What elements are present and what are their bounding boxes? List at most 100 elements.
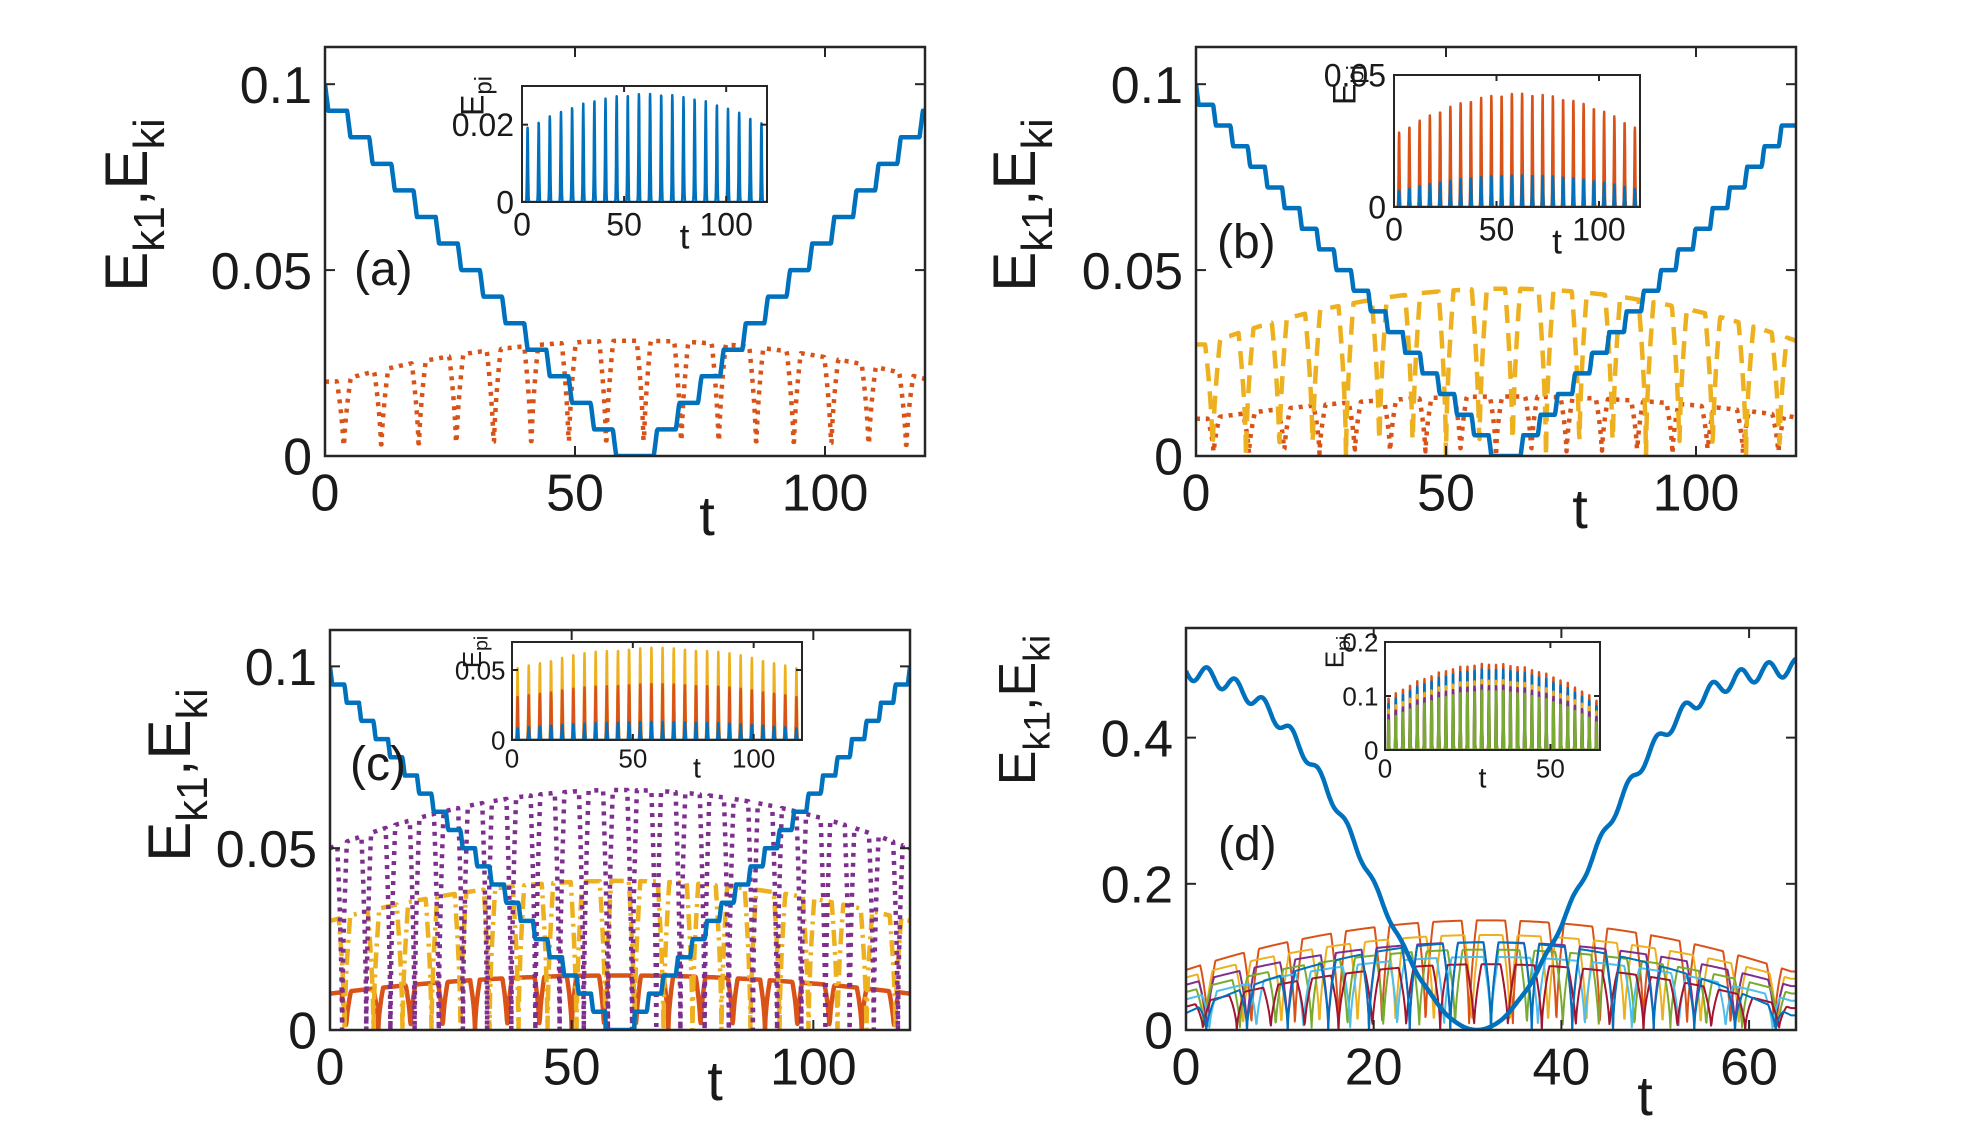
panel-c-series-e-k3: [330, 878, 910, 1030]
panel-d-ytick-label: 0.4: [1101, 710, 1173, 768]
panel-c-series-group: [330, 666, 910, 1030]
panel-d-xtick-label: 40: [1532, 1039, 1590, 1097]
panel-c-inset-ylabel: Epi: [457, 636, 493, 669]
panel-a-inset-xlabel: t: [680, 217, 690, 256]
panel-d-xtick-label: 0: [1172, 1039, 1201, 1097]
panel-b-inset-xtick-label: 0: [1385, 212, 1403, 248]
panel-b-ytick-label: 0.1: [1111, 57, 1183, 115]
panel-c-inset-ytick-label: 0.05: [455, 655, 506, 685]
panel-c-ytick-label: 0: [288, 1003, 317, 1061]
panel-d-series-e-k5: [1186, 948, 1796, 1030]
panel-c: 0 50 100 0 0.05 0.1 (c) t Ek1,Eki 0 50 100 0 0.05 t Epi: [136, 628, 912, 1112]
panel-b-label: (b): [1217, 216, 1276, 269]
panel-d-series-e-k2: [1186, 919, 1796, 1030]
panel-b-inset-ytick-label: 0.05: [1324, 58, 1386, 94]
panel-d-series-e-k1: [1186, 656, 1796, 1030]
panel-a-label: (a): [354, 243, 413, 296]
panel-c-xtick-label: 100: [770, 1039, 857, 1097]
panel-c-inset-frame: [511, 641, 803, 741]
panel-c-xlabel: t: [707, 1049, 723, 1112]
panel-a-xlabel: t: [699, 484, 715, 547]
panel-c-inset-xtick-label: 50: [618, 743, 647, 773]
panel-a-series-e-ki: [325, 338, 925, 448]
panel-d-series-e-k6: [1186, 955, 1796, 1030]
panel-a-series-group: [325, 83, 925, 456]
panel-d-xtick-label: 20: [1345, 1039, 1403, 1097]
panel-a-ytick-label: 0.1: [240, 57, 312, 115]
panel-a-inset-plot-area: [522, 86, 767, 202]
panel-c-ytick-label: 0.05: [216, 821, 317, 879]
panel-d-ytick-label: 0.2: [1101, 857, 1173, 915]
panel-b-series-e-k3: [1196, 286, 1796, 456]
panel-c-series-e-k1: [330, 666, 910, 1030]
panel-d: 0 20 40 60 0 0.2 0.4 (d) t Ek1,Eki 0 50 0 0.1 0.2 t Epi: [989, 626, 1798, 1127]
panel-c-inset-xlabel: t: [693, 753, 701, 785]
panel-a-inset-xtick-label: 0: [513, 207, 531, 243]
panel-a-xtick-label: 50: [546, 465, 604, 523]
panel-b-inset-ylabel: Epi: [1327, 65, 1370, 105]
panel-c-ytick-label: 0.1: [245, 639, 317, 697]
panel-a-inset-xtick-label: 100: [699, 207, 752, 243]
panel-c-label: (c): [350, 738, 406, 791]
panel-a-inset-ytick-label: 0: [496, 185, 514, 221]
panel-d-inset-ytick-label: 0.1: [1342, 681, 1378, 711]
panel-a-frame: [323, 45, 927, 458]
panel-a-inset-frame: [521, 85, 768, 203]
panel-a-xtick-label: 0: [311, 465, 340, 523]
panel-c-frame: [328, 628, 912, 1032]
panel-d-ylabel: Ek1,Eki: [989, 635, 1058, 785]
panel-a: 0 50 100 0 0.05 0.1 (a) t Ek1,Eki 0 50 100 0 0.02 t Epi: [93, 45, 927, 547]
panel-b-ytick-label: 0: [1154, 429, 1183, 487]
panel-c-inset-xtick-label: 0: [505, 743, 519, 773]
panel-c-xtick-label: 50: [543, 1039, 601, 1097]
panel-d-series-e-k3: [1186, 934, 1796, 1024]
panel-d-inset-ytick-label: 0: [1364, 735, 1378, 765]
panel-b: 0 50 100 0 0.05 0.1 (b) t Ek1,Eki 0 50 100 0 0.05 t Epi: [981, 45, 1798, 540]
panel-b-ylabel: Ek1,Eki: [981, 118, 1062, 292]
panel-d-inset-xlabel: t: [1479, 763, 1487, 795]
panel-b-inset-frame: [1393, 74, 1641, 208]
panel-b-inset-ytick-label: 0: [1368, 190, 1386, 226]
panel-d-inset-ylabel: Epi: [1319, 636, 1355, 669]
panel-d-inset-ytick-label: 0.2: [1342, 627, 1378, 657]
panel-c-inset-ytick-label: 0: [491, 725, 505, 755]
panel-d-xlabel: t: [1637, 1064, 1653, 1127]
panel-d-inset-xtick-label: 0: [1378, 753, 1392, 783]
panel-c-xtick-label: 0: [316, 1039, 345, 1097]
panel-b-series-group: [1196, 83, 1796, 456]
panel-d-series-group: [1186, 656, 1796, 1030]
panel-b-xtick-label: 0: [1182, 465, 1211, 523]
panel-b-inset: 0 50 100 0 0.05 t Epi: [1324, 58, 1641, 261]
panel-a-ylabel: Ek1,Eki: [93, 118, 174, 292]
panel-b-ytick-label: 0.05: [1082, 243, 1183, 301]
panel-d-series-e-k7: [1186, 963, 1796, 1030]
panel-b-inset-xlabel: t: [1552, 222, 1562, 261]
panel-b-inset-plot-area: [1394, 75, 1640, 207]
panel-a-ytick-label: 0.05: [211, 243, 312, 301]
panel-d-label: (d): [1218, 818, 1277, 871]
panel-c-series-e-k2: [330, 973, 910, 1030]
panel-b-xlabel: t: [1572, 477, 1588, 540]
panel-a-ytick-label: 0: [283, 429, 312, 487]
panel-a-series-e-k1: [325, 83, 925, 456]
panel-d-inset: 0 50 0 0.1 0.2 t Epi: [1319, 627, 1601, 795]
panel-b-inset-xtick-label: 50: [1479, 212, 1515, 248]
panel-b-inset-xtick-label: 100: [1572, 212, 1625, 248]
panel-c-ylabel: Ek1,Eki: [136, 688, 217, 862]
panel-d-ytick-label: 0: [1144, 1003, 1173, 1061]
panel-d-inset-plot-area: [1385, 642, 1600, 750]
panel-b-frame: [1194, 45, 1798, 458]
panel-d-inset-xtick-label: 50: [1536, 753, 1565, 783]
panel-b-xtick-label: 100: [1653, 465, 1740, 523]
panel-c-inset-plot-area: [512, 642, 802, 740]
panel-a-xtick-label: 100: [782, 465, 869, 523]
panel-a-inset-ytick-label: 0.02: [452, 107, 514, 143]
panel-a-inset: 0 50 100 0 0.02 t Epi: [452, 76, 768, 256]
panel-c-inset: 0 50 100 0 0.05 t Epi: [455, 636, 803, 785]
panel-d-xtick-label: 60: [1720, 1039, 1778, 1097]
panel-b-xtick-label: 50: [1417, 465, 1475, 523]
panel-b-series-e-k1: [1196, 83, 1796, 456]
panel-a-inset-ylabel: Epi: [455, 76, 498, 116]
panel-a-inset-xtick-label: 50: [606, 207, 642, 243]
